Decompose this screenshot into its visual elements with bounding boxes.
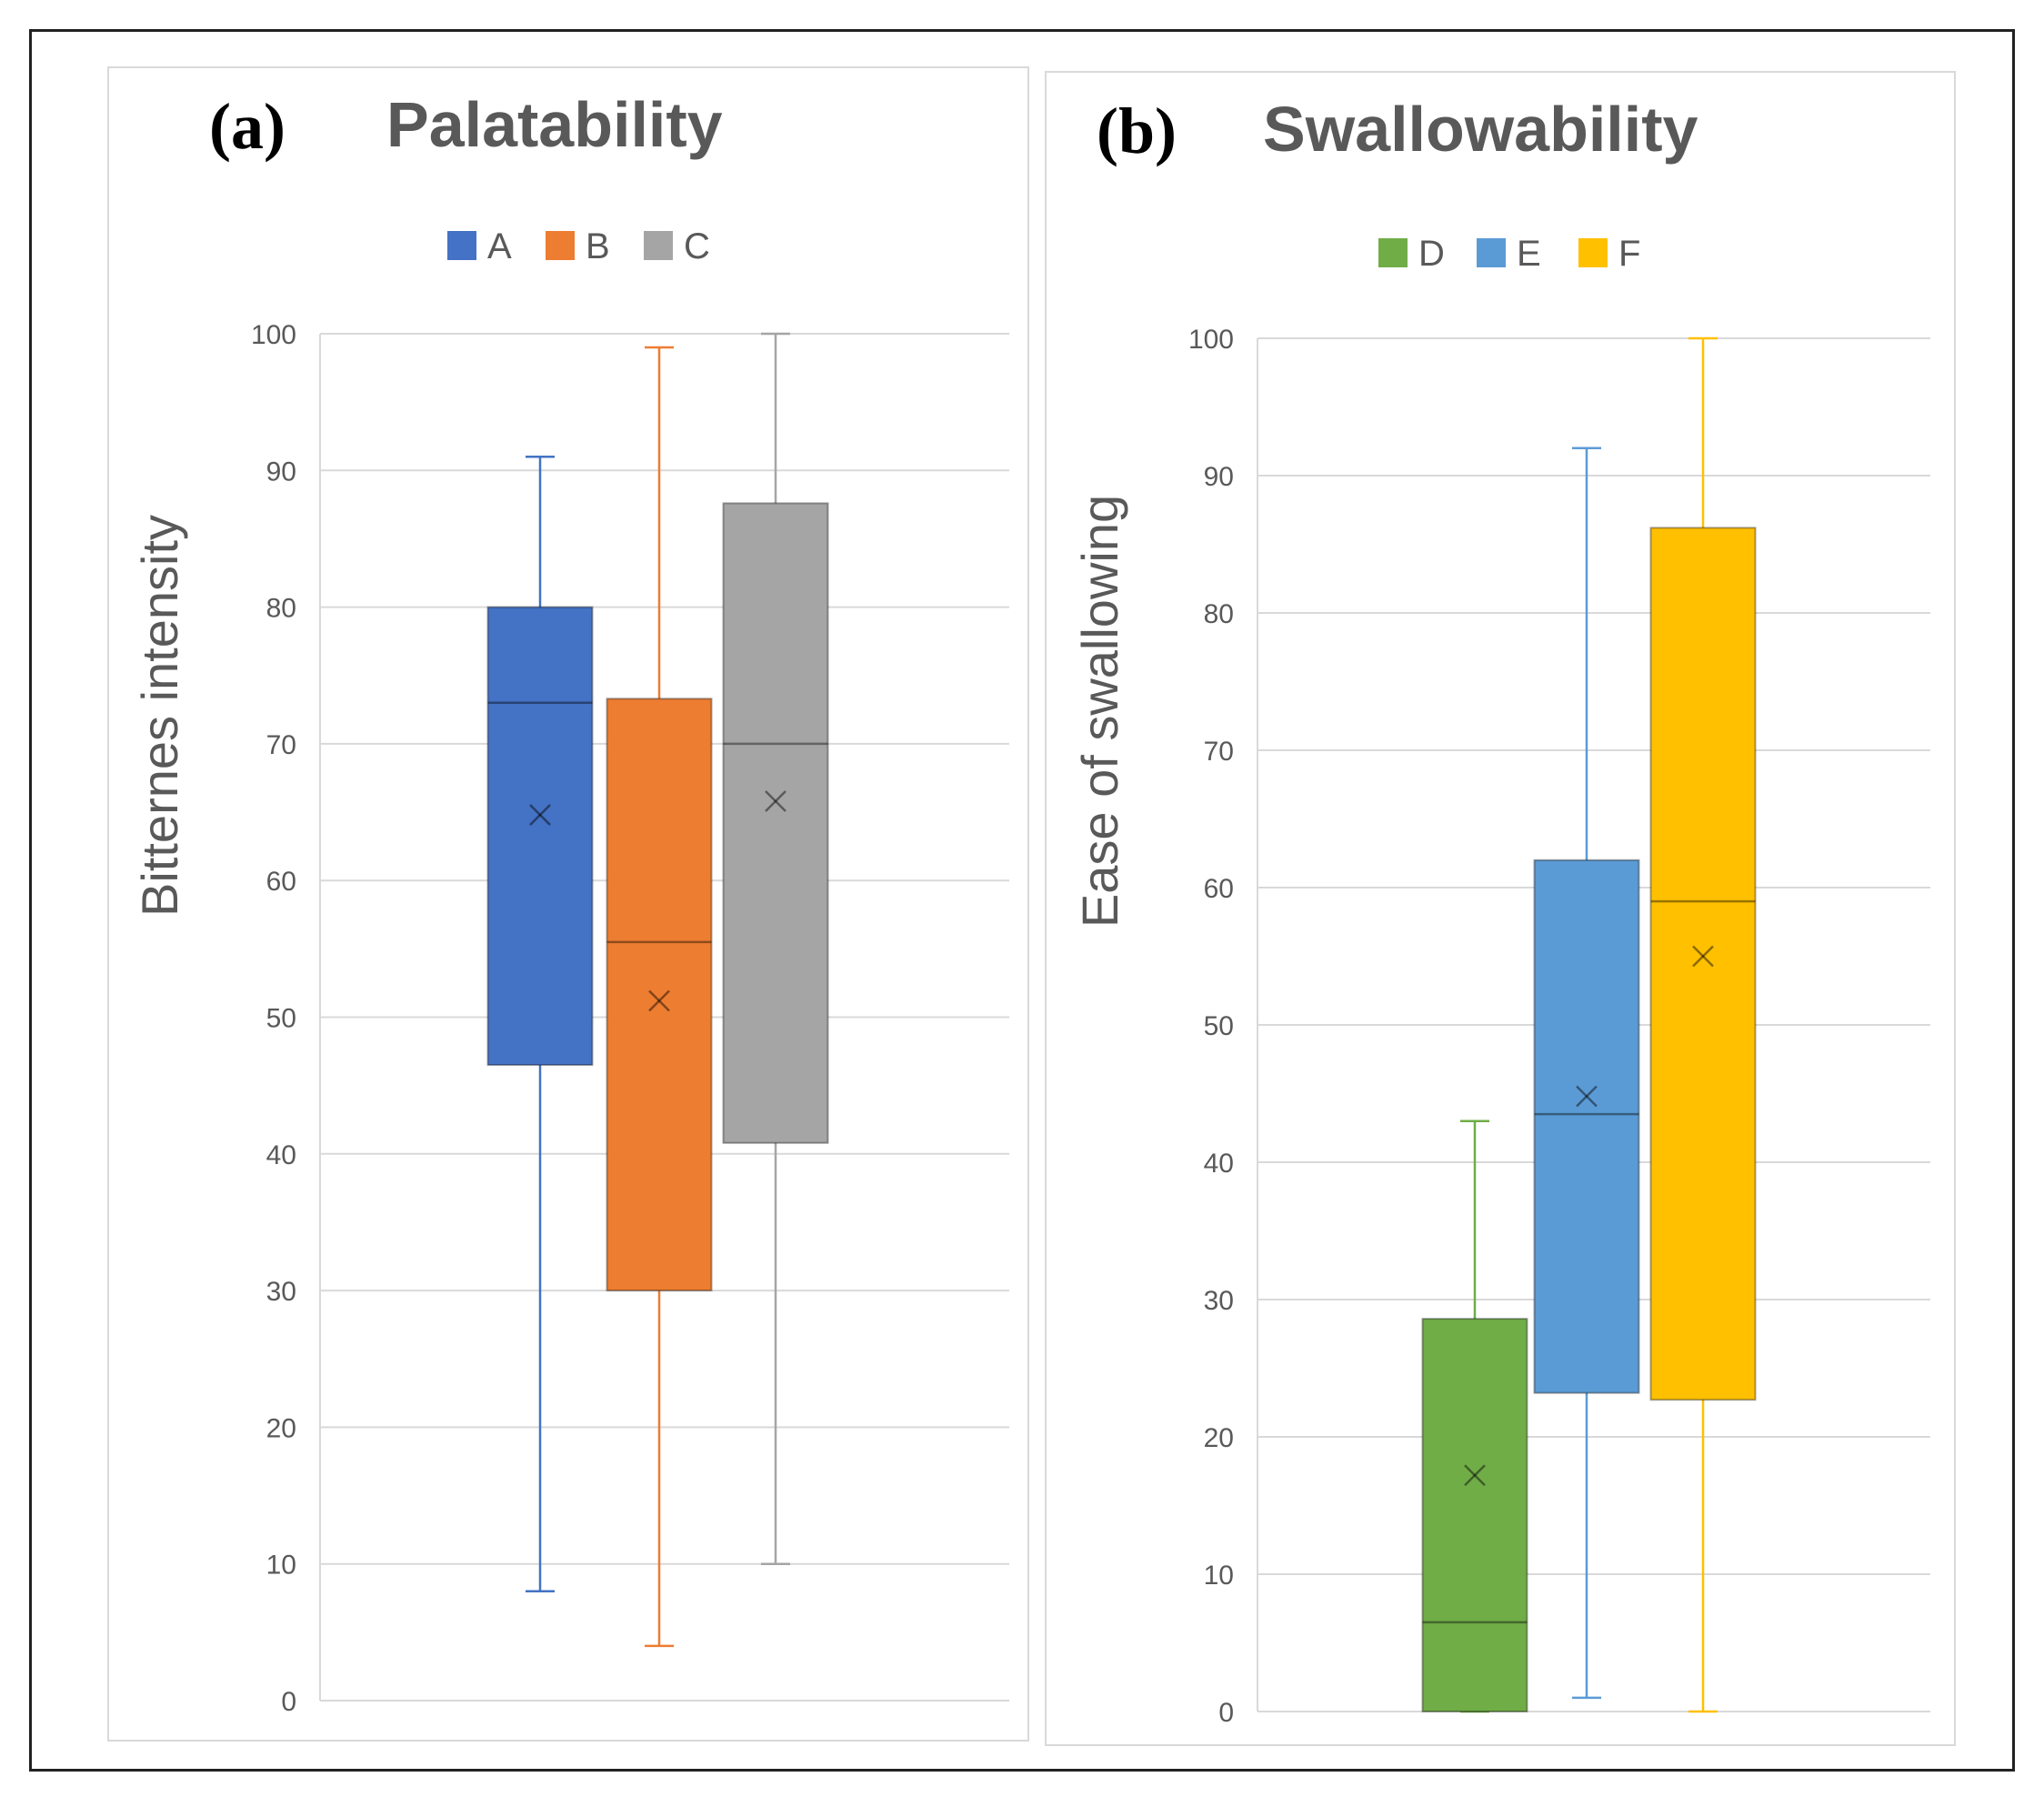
mean-marker [529, 804, 551, 826]
mean-marker [765, 790, 787, 812]
y-axis-label-b: Ease of swallowing [1071, 495, 1128, 928]
y-ticks-a: 0 10 20 30 40 50 60 70 80 90 100 [251, 320, 296, 1717]
mean-marker [648, 989, 670, 1012]
y-tick-label: 0 [281, 1687, 296, 1717]
box-f [1649, 336, 1757, 1713]
y-tick-label: 60 [1204, 874, 1234, 904]
mean-marker [1464, 1464, 1486, 1487]
legend-a: A B C [447, 226, 710, 266]
mean-marker [1576, 1085, 1598, 1108]
legend-label-e: E [1517, 234, 1541, 274]
legend-b: D E F [1378, 234, 1640, 274]
legend-swatch-e [1477, 238, 1506, 267]
y-tick-label: 10 [1204, 1561, 1234, 1591]
y-tick-label: 20 [1204, 1423, 1234, 1453]
y-tick-label: 80 [266, 594, 296, 624]
y-tick-label: 50 [1204, 1011, 1234, 1041]
legend-swatch-b [546, 231, 575, 260]
y-tick-label: 90 [266, 457, 296, 487]
y-axis-label-a: Bitternes intensity [131, 515, 188, 917]
y-tick-label: 100 [1188, 325, 1234, 355]
mean-marker [1576, 1085, 1598, 1108]
y-tick-label: 90 [1204, 462, 1234, 492]
y-tick-label: 60 [266, 867, 296, 897]
y-tick-label: 80 [1204, 599, 1234, 629]
box-iqr [1421, 1318, 1528, 1712]
mean-marker [529, 804, 551, 826]
panel-a-tag: (a) [209, 90, 286, 163]
panel-b-tag: (b) [1097, 95, 1177, 167]
mean-marker [765, 790, 787, 812]
legend-label-c: C [684, 226, 710, 266]
y-tick-label: 70 [266, 730, 296, 760]
panel-b-title: Swallowability [1263, 94, 1698, 165]
boxes-b [1421, 336, 1757, 1713]
mean-marker [1692, 945, 1714, 968]
legend-label-f: F [1618, 234, 1640, 274]
box-a [486, 456, 594, 1593]
box-iqr [1533, 858, 1640, 1394]
chart-panel-b: (b) Swallowability D E F 0 10 20 30 40 50 60 70 80… [1045, 71, 1956, 1746]
legend-label-d: D [1418, 234, 1445, 274]
y-ticks-b: 0 10 20 30 40 50 60 70 80 90 100 [1188, 325, 1234, 1728]
panel-a-title: Palatability [386, 89, 723, 160]
figure-frame [29, 29, 2015, 1772]
boxes-a [486, 332, 829, 1648]
box-iqr [722, 502, 829, 1144]
box-b [606, 346, 713, 1648]
box-e [1533, 447, 1640, 1700]
y-tick-label: 0 [1218, 1698, 1234, 1728]
box-c [722, 332, 829, 1565]
box-iqr [486, 606, 594, 1067]
legend-label-b: B [586, 226, 610, 266]
legend-swatch-c [644, 231, 673, 260]
y-tick-label: 40 [1204, 1149, 1234, 1179]
y-tick-label: 20 [266, 1413, 296, 1443]
chart-b-svg: (b) Swallowability D E F 0 10 20 30 40 50 60 70 80… [1071, 94, 1930, 1728]
mean-marker [1692, 945, 1714, 968]
chart-a-svg: (a) Palatability A B C 0 10 20 30 40 50 60 70 80 90… [131, 89, 1009, 1717]
y-tick-label: 100 [251, 320, 296, 350]
legend-swatch-d [1378, 238, 1408, 267]
y-tick-label: 40 [266, 1140, 296, 1170]
legend-swatch-a [447, 231, 476, 260]
y-tick-label: 30 [266, 1277, 296, 1307]
box-iqr [606, 698, 713, 1292]
box-d [1421, 1119, 1528, 1713]
legend-swatch-f [1578, 238, 1608, 267]
chart-panel-a: (a) Palatability A B C 0 10 20 30 40 50 60 70 80 90… [107, 66, 1029, 1742]
legend-label-a: A [487, 226, 512, 266]
y-tick-label: 10 [266, 1551, 296, 1581]
y-tick-label: 70 [1204, 737, 1234, 767]
mean-marker [1464, 1464, 1486, 1487]
y-tick-label: 50 [266, 1004, 296, 1034]
mean-marker [648, 989, 670, 1012]
y-tick-label: 30 [1204, 1286, 1234, 1316]
gridlines-a [319, 333, 1009, 1702]
box-iqr [1649, 527, 1757, 1401]
